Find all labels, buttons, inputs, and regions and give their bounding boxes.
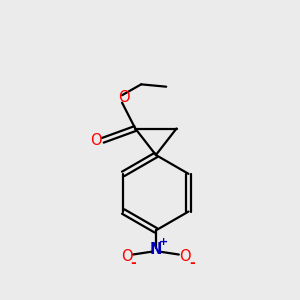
Text: O: O [118,90,129,105]
Text: -: - [130,256,136,270]
Text: O: O [121,249,132,264]
Text: O: O [91,133,102,148]
Text: O: O [179,249,191,264]
Text: +: + [159,237,168,247]
Text: N: N [150,242,162,257]
Text: -: - [189,256,195,270]
